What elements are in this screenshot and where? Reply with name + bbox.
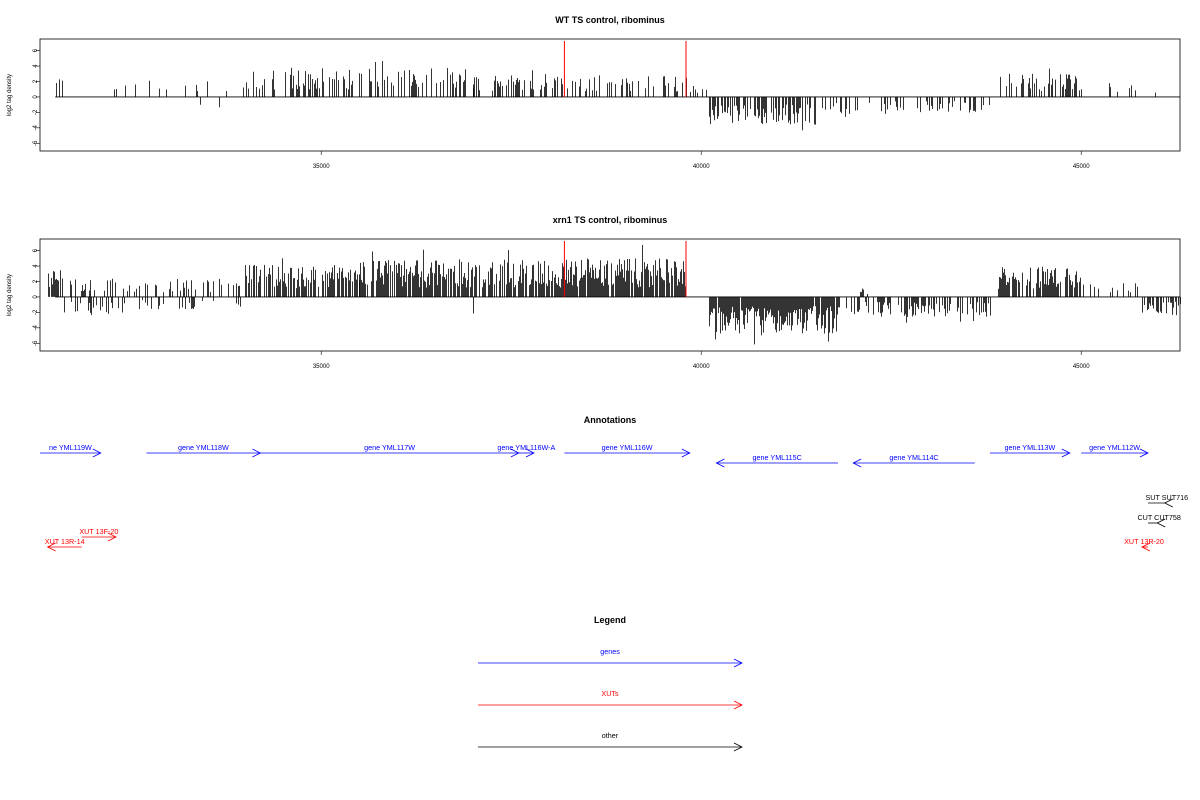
- xrn1-y-axis-label: log2 tag density: [7, 274, 13, 316]
- wt-panel-title: WT TS control, ribominus: [555, 15, 665, 25]
- xrn1-bars: [48, 244, 1181, 345]
- annotation-feature: gene YML114C: [852, 453, 975, 468]
- legend-item: genes: [478, 647, 743, 668]
- xrn1-panel-title: xrn1 TS control, ribominus: [553, 215, 668, 225]
- annotation-feature: gene YML116W-A: [497, 443, 556, 458]
- feature-label: gene YML118W: [178, 443, 229, 452]
- y-tick-label: -4: [33, 325, 39, 331]
- annotations-title: Annotations: [584, 415, 637, 425]
- feature-arrowhead: [1141, 542, 1151, 552]
- annotation-features: ne YML119W gene YML118W gene YML117W gene Y…: [40, 443, 1188, 552]
- feature-label: SUT SUT716: [1145, 493, 1188, 502]
- xrn1-plot-frame: [39, 238, 1181, 352]
- annotation-feature: gene YML116W: [564, 443, 691, 458]
- wt-plot-frame: [39, 38, 1181, 152]
- x-tick-label: 45000: [1073, 364, 1090, 370]
- annotation-feature: XUT 13F-20: [79, 527, 118, 542]
- y-tick-label: -4: [33, 125, 39, 131]
- feature-label: gene YML116W: [602, 443, 653, 452]
- feature-arrowhead: [715, 458, 725, 468]
- y-tick-label: 2: [33, 79, 39, 83]
- x-tick-label: 45000: [1073, 164, 1090, 170]
- x-tick-label: 35000: [313, 364, 330, 370]
- y-tick-label: -6: [33, 340, 39, 346]
- wt-markers: [563, 41, 687, 97]
- feature-arrowhead: [1163, 498, 1173, 508]
- feature-label: gene YML116W-A: [497, 443, 555, 452]
- legend-item: other: [478, 731, 743, 752]
- y-tick-label: -2: [33, 309, 39, 315]
- feature-arrowhead: [1156, 518, 1166, 528]
- feature-arrowhead: [525, 448, 535, 458]
- feature-arrowhead: [1061, 448, 1071, 458]
- legend-arrowhead: [733, 658, 743, 668]
- legend: Legend genes XUTs other: [478, 615, 743, 752]
- feature-label: gene YML115C: [753, 453, 802, 462]
- feature-arrowhead: [1139, 448, 1149, 458]
- annotation-feature: gene YML118W: [146, 443, 262, 458]
- legend-arrowhead: [733, 700, 743, 710]
- legend-label: genes: [600, 647, 620, 656]
- annotation-feature: XUT 13R-20: [1124, 537, 1164, 552]
- wt-panel: WT TS control, ribominus log2 tag densit…: [7, 15, 1181, 170]
- feature-label: XUT 13R-14: [45, 537, 85, 546]
- annotation-feature: gene YML112W: [1081, 443, 1149, 458]
- feature-label: gene YML113W: [1004, 443, 1055, 452]
- feature-arrowhead: [92, 448, 102, 458]
- legend-title: Legend: [594, 615, 626, 625]
- legend-label: XUTs: [601, 689, 619, 698]
- annotation-feature: gene YML115C: [715, 453, 838, 468]
- xrn1-x-axis: 35000 40000 45000: [313, 351, 1090, 370]
- y-tick-label: 2: [33, 279, 39, 283]
- legend-items: genes XUTs other: [478, 647, 743, 752]
- legend-label: other: [602, 731, 619, 740]
- y-tick-label: 4: [33, 264, 39, 268]
- feature-label: XUT 13F-20: [79, 527, 118, 536]
- y-tick-label: -2: [33, 109, 39, 115]
- feature-label: gene YML114C: [889, 453, 938, 462]
- feature-label: XUT 13R-20: [1124, 537, 1164, 546]
- feature-arrowhead: [107, 532, 117, 542]
- feature-label: gene YML117W: [364, 443, 415, 452]
- wt-x-axis: 35000 40000 45000: [313, 151, 1090, 170]
- y-tick-label: -6: [33, 140, 39, 146]
- annotation-feature: gene YML113W: [990, 443, 1071, 458]
- feature-arrowhead: [852, 458, 862, 468]
- legend-item: XUTs: [478, 689, 743, 710]
- wt-bars: [55, 60, 1180, 131]
- annotation-feature: gene YML117W: [260, 443, 520, 458]
- x-tick-label: 35000: [313, 164, 330, 170]
- y-tick-label: 0: [33, 295, 39, 299]
- feature-arrowhead: [46, 542, 56, 552]
- wt-y-axis-label: log2 tag density: [7, 74, 13, 116]
- x-tick-label: 40000: [693, 364, 710, 370]
- feature-label: ne YML119W: [49, 443, 92, 452]
- y-tick-label: 6: [33, 248, 39, 252]
- annotations-track: Annotations ne YML119W gene YML118W gene Y…: [40, 415, 1188, 552]
- legend-arrowhead: [733, 742, 743, 752]
- annotation-feature: SUT SUT716: [1145, 493, 1188, 508]
- feature-arrowhead: [681, 448, 691, 458]
- annotation-feature: CUT CUT758: [1137, 513, 1181, 528]
- annotation-feature: ne YML119W: [40, 443, 102, 458]
- annotation-feature: XUT 13R-14: [45, 537, 85, 552]
- feature-label: gene YML112W: [1089, 443, 1140, 452]
- xrn1-y-axis: 6 4 2 0 -2 -4 -6: [33, 248, 40, 346]
- y-tick-label: 4: [33, 64, 39, 68]
- y-tick-label: 0: [33, 95, 39, 99]
- feature-label: CUT CUT758: [1137, 513, 1180, 522]
- xrn1-panel: xrn1 TS control, ribominus log2 tag dens…: [7, 215, 1181, 370]
- wt-y-axis: 6 4 2 0 -2 -4 -6: [33, 48, 40, 146]
- y-tick-label: 6: [33, 48, 39, 52]
- xrn1-markers: [563, 241, 687, 297]
- x-tick-label: 40000: [693, 164, 710, 170]
